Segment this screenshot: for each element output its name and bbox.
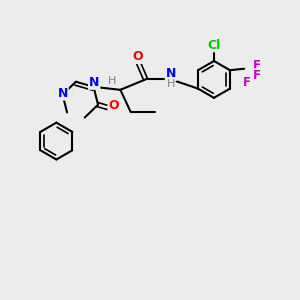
- Text: Cl: Cl: [207, 39, 220, 52]
- Text: F: F: [253, 59, 261, 72]
- Text: O: O: [132, 50, 142, 63]
- Text: H: H: [167, 79, 175, 89]
- Text: O: O: [108, 99, 119, 112]
- Text: F: F: [243, 76, 251, 88]
- Text: N: N: [57, 86, 68, 100]
- Text: N: N: [89, 76, 99, 89]
- Text: H: H: [108, 76, 116, 86]
- Text: N: N: [166, 67, 176, 80]
- Text: F: F: [253, 69, 261, 82]
